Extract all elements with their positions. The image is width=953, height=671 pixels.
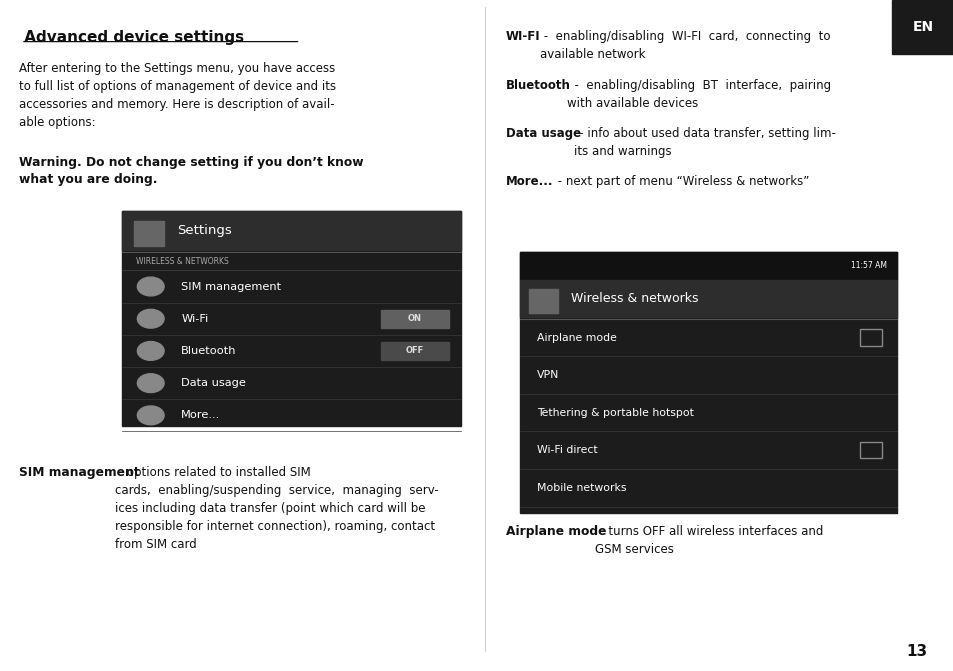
Text: – turns OFF all wireless interfaces and
GSM services: – turns OFF all wireless interfaces and … [595,525,822,556]
Circle shape [137,374,164,393]
Bar [122,211,460,250]
Text: More...: More... [505,175,553,188]
Text: Tethering & portable hotspot: Tethering & portable hotspot [537,408,693,417]
Text: WI-FI: WI-FI [505,30,539,43]
Text: OFF: OFF [405,346,424,356]
Text: SIM management: SIM management [19,466,139,479]
Text: -  enabling/disabling  BT  interface,  pairing
with available devices: - enabling/disabling BT interface, pairi… [567,79,831,109]
Text: Bluetooth: Bluetooth [505,79,570,91]
Text: – info about used data transfer, setting lim-
its and warnings: – info about used data transfer, setting… [574,127,836,158]
Bar [859,329,882,346]
Text: SIM management: SIM management [181,282,281,291]
Text: Airplane mode: Airplane mode [505,525,605,537]
Bar [519,252,896,513]
Text: Advanced device settings: Advanced device settings [19,30,244,45]
Text: Mobile networks: Mobile networks [537,483,626,493]
Text: -  enabling/disabling  WI-FI  card,  connecting  to
available network: - enabling/disabling WI-FI card, connect… [539,30,830,61]
Text: 13: 13 [905,644,926,659]
Text: Data usage: Data usage [181,378,246,388]
Circle shape [137,309,164,328]
Text: ON: ON [408,314,421,323]
Text: Wi-Fi: Wi-Fi [181,314,209,323]
Text: VPN: VPN [537,370,558,380]
Text: Bluetooth: Bluetooth [181,346,236,356]
Text: Data usage: Data usage [505,127,580,140]
Text: More...: More... [181,411,220,420]
Text: WIRELESS & NETWORKS: WIRELESS & NETWORKS [136,257,229,266]
Bar [519,252,896,280]
Circle shape [137,406,164,425]
Bar [519,280,896,317]
Text: Wi-Fi direct: Wi-Fi direct [537,446,598,455]
Text: EN: EN [912,20,933,34]
Text: After entering to the Settings menu, you have access
to full list of options of : After entering to the Settings menu, you… [19,62,335,129]
Bar [859,442,882,458]
Text: Settings: Settings [177,223,232,237]
Text: Warning. Do not change setting if you don’t know
what you are doing.: Warning. Do not change setting if you do… [19,156,363,186]
Bar [122,211,460,426]
Bar [529,289,558,313]
Bar [133,221,164,246]
Bar [380,309,449,327]
Bar [380,342,449,360]
Text: - next part of menu “Wireless & networks”: - next part of menu “Wireless & networks… [553,175,808,188]
Text: Airplane mode: Airplane mode [537,333,617,342]
Circle shape [137,277,164,296]
Text: Wireless & networks: Wireless & networks [571,292,699,305]
Circle shape [137,342,164,360]
Bar [891,0,953,54]
Text: 11:57 AM: 11:57 AM [850,261,886,270]
Text: - options related to installed SIM
cards,  enabling/suspending  service,  managi: - options related to installed SIM cards… [115,466,438,552]
